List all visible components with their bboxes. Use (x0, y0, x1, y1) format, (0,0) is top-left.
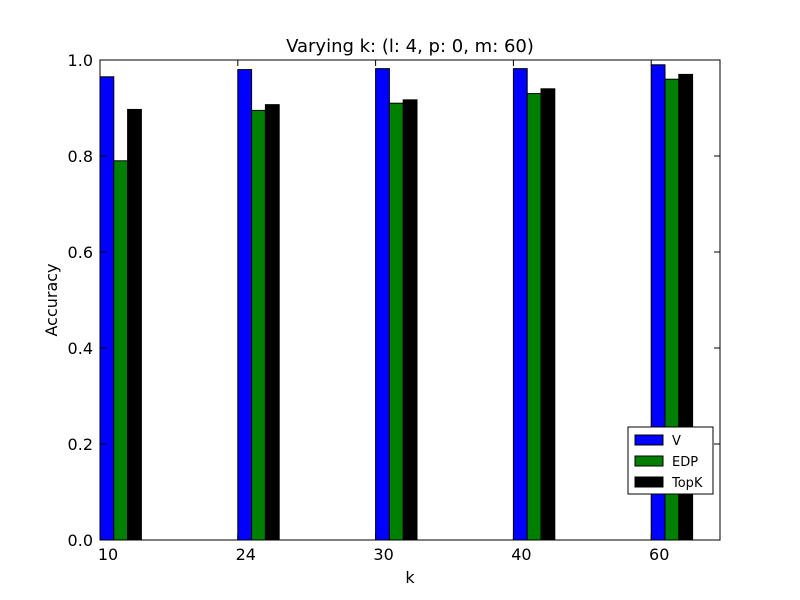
legend-label-v: V (672, 434, 681, 449)
bar-edp-40 (526, 93, 542, 541)
plot-frame (99, 59, 721, 541)
y-tick-label: 0.8 (68, 147, 93, 166)
bar-v-24 (237, 69, 253, 541)
bar-topk-24 (264, 104, 280, 541)
axis-ticks: 0.0 0.2 0.4 0.6 0.8 1.0 10 24 30 40 60 (68, 51, 720, 564)
legend-swatch-edp (634, 455, 664, 467)
bar-v-40 (512, 68, 528, 541)
y-tick-label: 0.4 (68, 339, 93, 358)
x-tick-label: 60 (649, 545, 669, 564)
x-tick-label: 24 (236, 545, 256, 564)
bar-topk-30 (402, 99, 418, 541)
legend-label-topk: TopK (671, 476, 703, 491)
legend-swatch-v (634, 434, 664, 446)
bar-edp-24 (251, 109, 266, 541)
y-tick-label: 0.0 (68, 531, 93, 550)
y-tick-label: 0.6 (68, 243, 93, 262)
bar-edp-30 (388, 102, 404, 541)
bar-topk-40 (540, 88, 556, 541)
y-tick-label: 0.2 (68, 435, 93, 454)
chart-title: Varying k: (l: 4, p: 0, m: 60) (286, 36, 534, 57)
bar-v-10 (99, 76, 115, 541)
y-axis-label: Accuracy (42, 263, 61, 336)
bar-edp-10 (113, 160, 129, 541)
y-tick-label: 1.0 (68, 51, 93, 70)
x-axis-label: k (405, 568, 415, 587)
legend: V EDP TopK (627, 426, 714, 495)
x-tick-label: 10 (98, 545, 118, 564)
legend-swatch-topk (634, 476, 664, 488)
bar-v-30 (375, 68, 390, 541)
x-tick-label: 40 (511, 545, 531, 564)
plot-area (99, 64, 694, 541)
bar-topk-10 (127, 108, 142, 541)
x-tick-label: 30 (373, 545, 393, 564)
legend-label-edp: EDP (672, 455, 698, 470)
